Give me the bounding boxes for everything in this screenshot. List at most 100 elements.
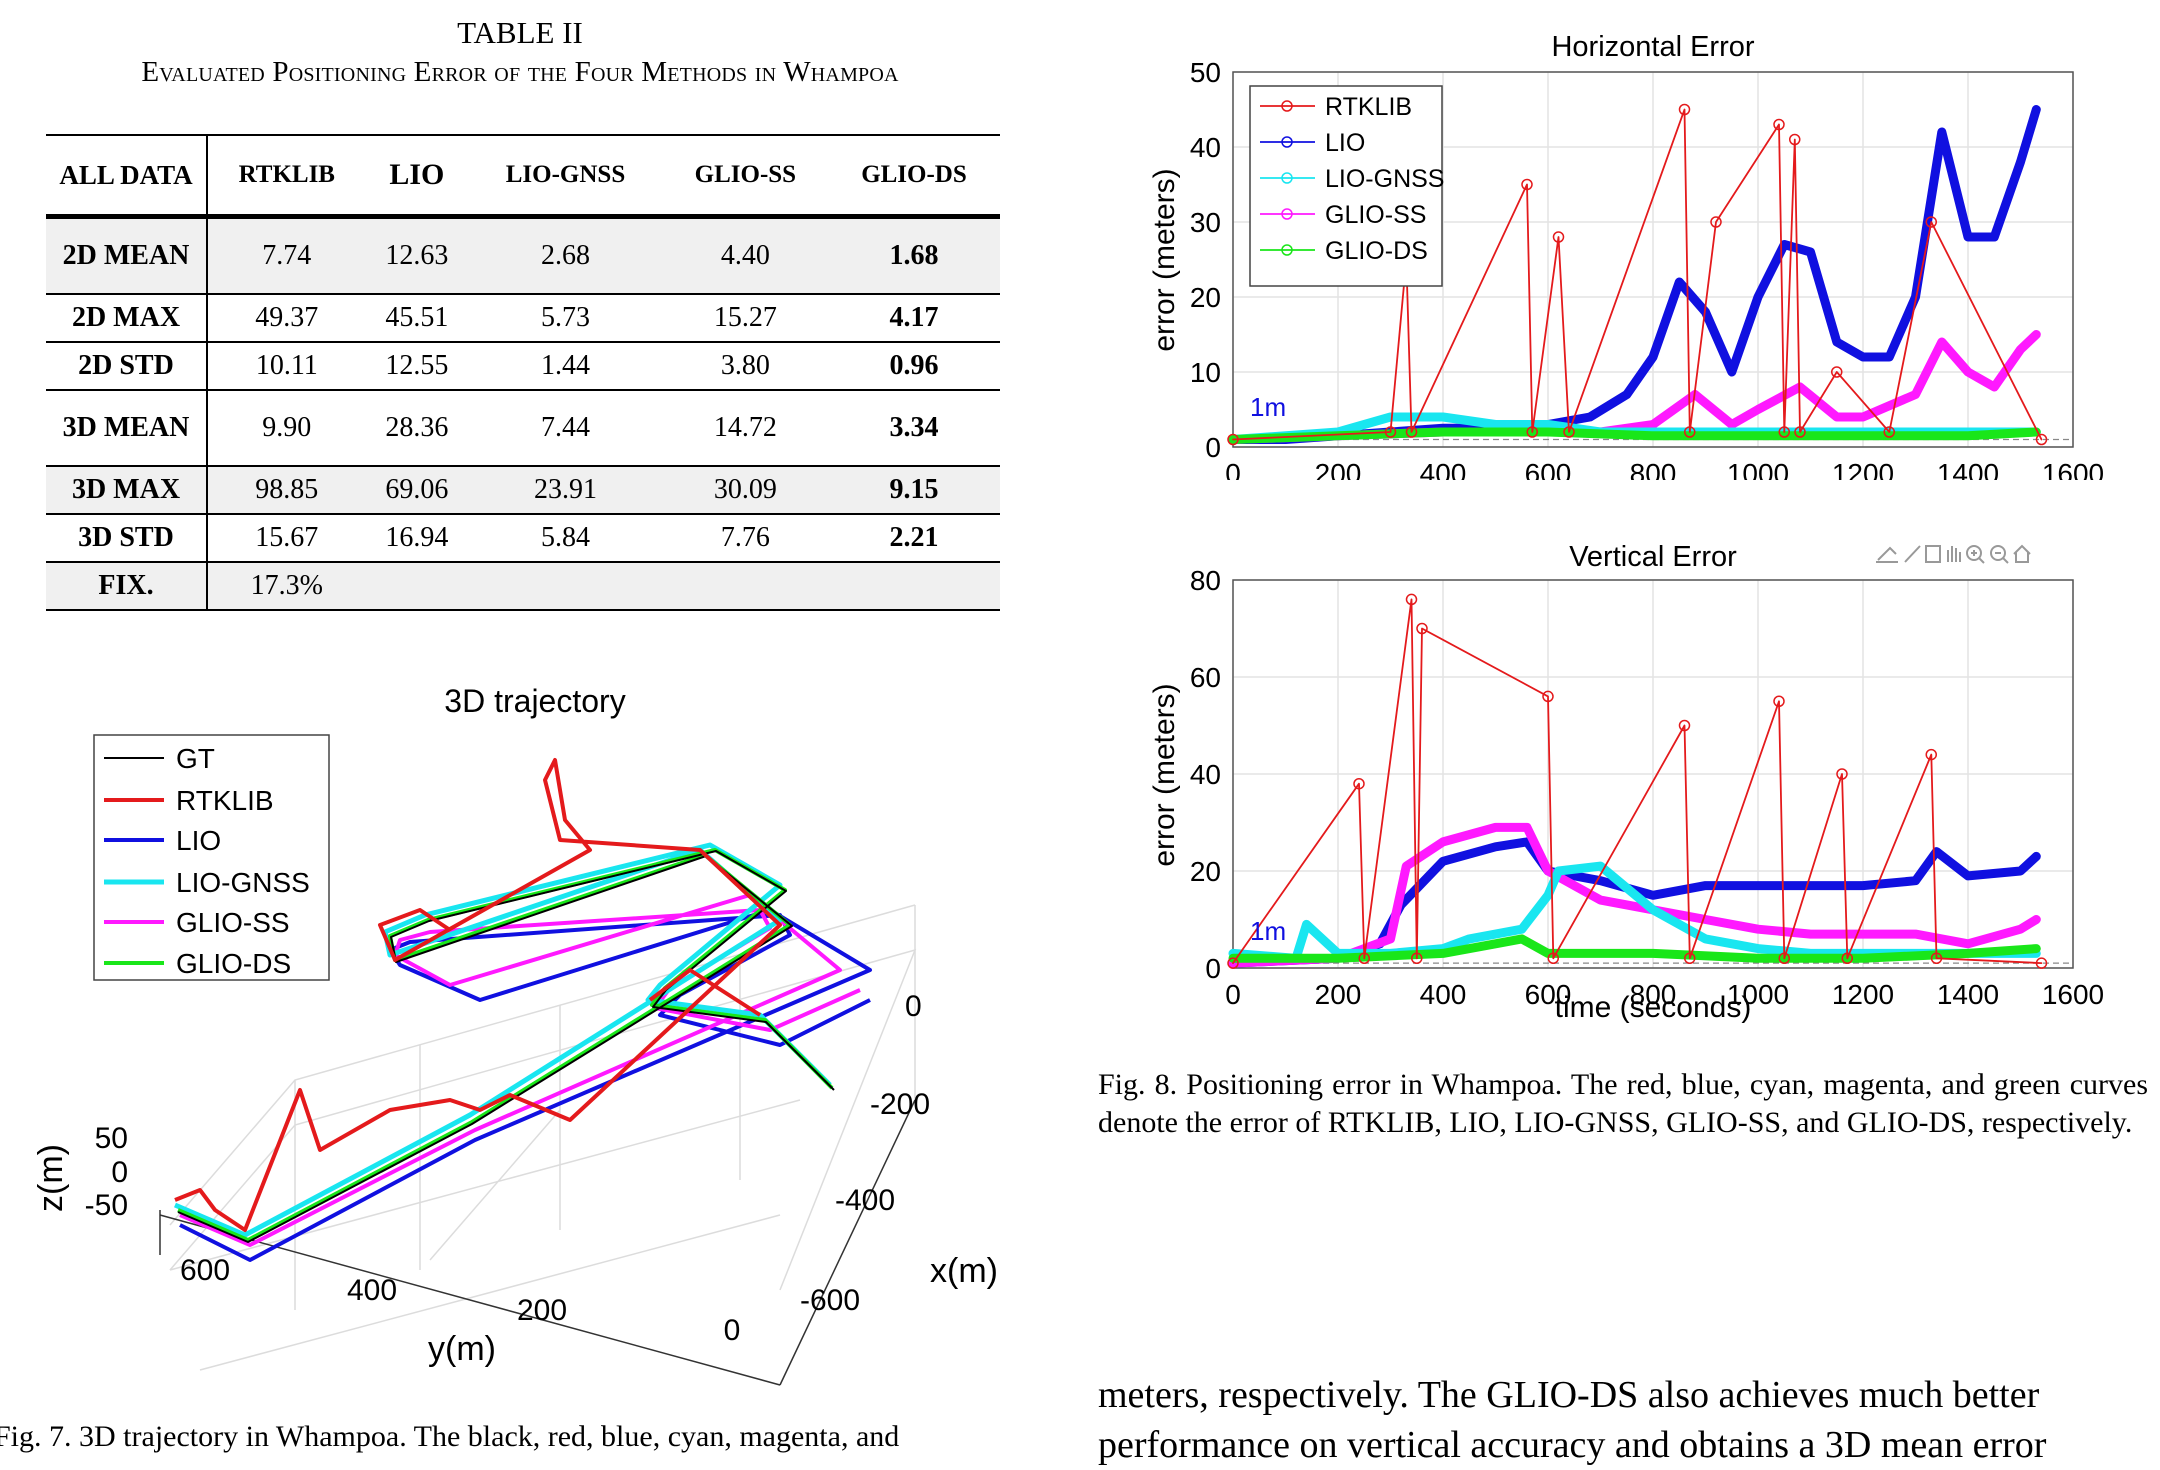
rtklib-marker	[1552, 231, 1565, 243]
series-line-glio-ss	[1228, 822, 2041, 968]
trajectory-paths	[174, 758, 872, 1262]
trajectory-rtklib	[174, 758, 782, 1232]
y-tick-label: 40	[1190, 759, 1221, 790]
legend-label: LIO	[176, 825, 221, 856]
rtklib-marker	[1563, 426, 1575, 438]
axis-label-x: time (seconds)	[1555, 991, 1752, 1024]
table-cell: 12.55	[365, 342, 469, 391]
table-cell: 28.36	[365, 390, 469, 467]
home-icon[interactable]	[2013, 544, 2031, 563]
x-tick-label: 800	[1630, 458, 1677, 480]
rtklib-marker	[1925, 748, 1937, 761]
one-meter-annotation: 1m	[1250, 392, 1286, 422]
table-row: 2D MEAN 7.74 12.63 2.68 4.40 1.68	[46, 216, 1000, 295]
z-tick-label: 0	[111, 1156, 128, 1189]
legend-label: LIO-GNSS	[176, 867, 310, 898]
rtklib-marker	[1542, 690, 1554, 703]
table-cell: 12.63	[365, 216, 469, 295]
axis-label-z: z(m)	[32, 1144, 70, 1212]
table-row: 3D MEAN 9.90 28.36 7.44 14.72 3.34	[46, 390, 1000, 467]
table-title: TABLE II	[457, 15, 583, 50]
y-tick-label: 40	[1190, 132, 1221, 163]
table-cell: 7.74	[207, 216, 366, 295]
y-tick-label: 60	[1190, 662, 1221, 693]
legend-label: GLIO-DS	[176, 948, 291, 979]
x-tick-label: 1200	[1832, 979, 1894, 1010]
legend-marker	[1281, 172, 1293, 184]
table-cell: 16.94	[365, 514, 469, 563]
chart-title: 3D trajectory	[444, 683, 625, 719]
plot-axes	[159, 1099, 916, 1386]
zoom-in-icon[interactable]	[1966, 545, 1985, 564]
axis-label-y: y(m)	[428, 1330, 496, 1368]
header-glio-ds: GLIO-DS	[827, 134, 1000, 219]
header-lio: LIO	[365, 134, 469, 219]
error-series	[1227, 593, 2048, 969]
body-text-line: meters, respectively. The GLIO-DS also a…	[1098, 1374, 2040, 1416]
axis-label-y: error (meters)	[1148, 168, 1181, 351]
legend-label: LIO-GNSS	[1325, 165, 1444, 193]
empty-cell-slash	[365, 562, 469, 611]
axis-label-y: error (meters)	[1148, 683, 1181, 866]
axis-label-x: x(m)	[930, 1252, 998, 1290]
plot-frame	[1232, 71, 2074, 448]
brush-icon[interactable]	[1904, 545, 1921, 563]
legend-label: GLIO-SS	[176, 907, 290, 938]
empty-cell-slash	[662, 562, 828, 611]
error-series	[1227, 103, 2048, 446]
table-cell: 3.80	[662, 342, 828, 391]
rtklib-marker	[2035, 433, 2048, 446]
legend-marker	[1281, 100, 1293, 112]
x-tick-label: 1400	[1937, 979, 1999, 1010]
y-tick-label: 0	[1205, 432, 1221, 463]
rtklib-marker	[1416, 622, 1428, 635]
rtklib-marker	[1773, 118, 1785, 131]
rtklib-marker	[1353, 777, 1365, 790]
trajectory-gt	[177, 850, 835, 1243]
x-tick-label: 800	[1630, 979, 1677, 1010]
legend-label: RTKLIB	[176, 785, 274, 816]
x-tick-label: 400	[1420, 979, 1467, 1010]
x-tick-label: 600	[1525, 979, 1572, 1010]
rtklib-marker	[1836, 768, 1848, 780]
one-meter-annotation: 1m	[1250, 916, 1286, 946]
rtklib-marker	[1789, 133, 1801, 146]
tick-labels: 0 200 400 600 800 1000 1200 1400 1600 0 10 20 30 40 50	[1190, 57, 2104, 480]
data-tips-icon[interactable]	[1925, 545, 1941, 563]
table-cell: 45.51	[365, 294, 469, 343]
x-tick-label: 1200	[1832, 458, 1894, 480]
legend-marker	[1281, 244, 1293, 256]
legend-marker	[1281, 208, 1293, 220]
rtklib-marker	[1521, 178, 1533, 191]
x-tick-label: -600	[800, 1284, 860, 1317]
export-icon[interactable]	[1876, 546, 1898, 563]
z-tick-label: 50	[95, 1122, 128, 1155]
header-all-data: ALL DATA	[46, 134, 208, 219]
rtklib-marker	[1227, 957, 1239, 969]
pan-hand-icon[interactable]	[1947, 546, 1961, 562]
rtklib-marker	[1778, 952, 1790, 965]
row-label: 3D MEAN	[46, 390, 208, 467]
row-label: 2D MAX	[46, 294, 208, 343]
zoom-out-icon[interactable]	[1990, 545, 2009, 564]
legend-label: GT	[176, 743, 215, 774]
table-cell-best: 2.21	[827, 514, 1000, 563]
tick-labels: 0 200 400 600 800 1000 1200 1400 1600 0 20 40 60 80	[1190, 565, 2104, 1010]
table-caption: Evaluated Positioning Error of the Four …	[141, 56, 899, 88]
table-cell: 14.72	[662, 390, 828, 467]
table-cell: 9.90	[207, 390, 366, 467]
rtklib-marker	[1405, 426, 1418, 438]
legend-label: LIO	[1325, 129, 1365, 157]
y-tick-label: 20	[1190, 856, 1221, 887]
vertical-error-chart: Vertical Error 0 200 400 600 800 1000 1200 1400…	[1148, 541, 2104, 1024]
chart-title: Horizontal Error	[1551, 31, 1754, 63]
header-lio-gnss: LIO-GNSS	[468, 134, 663, 219]
row-label: 3D STD	[46, 514, 208, 563]
legend-label: GLIO-DS	[1325, 237, 1428, 265]
empty-cell-slash	[827, 562, 1000, 611]
table-cell: 4.40	[662, 216, 828, 295]
x-tick-label: 0	[1225, 979, 1241, 1010]
table-cell-best: 1.68	[827, 216, 1000, 295]
rtklib-marker	[2035, 957, 2048, 969]
y-tick-label: 200	[517, 1294, 567, 1327]
